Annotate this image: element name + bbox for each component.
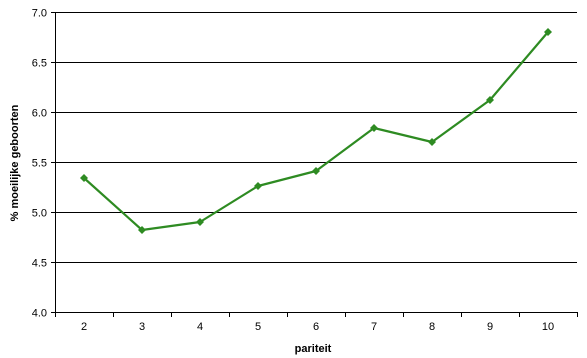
- data-point: [138, 226, 146, 234]
- data-point: [486, 96, 494, 104]
- x-tick-label: 3: [139, 321, 145, 333]
- x-tick-label: 6: [313, 321, 319, 333]
- data-point: [370, 124, 378, 132]
- series-line: [83, 31, 549, 232]
- data-point: [544, 28, 552, 36]
- tick-marks: [51, 12, 578, 317]
- x-tick-label: 4: [197, 321, 203, 333]
- data-point: [254, 182, 262, 190]
- series: [80, 28, 552, 234]
- x-tick-label: 9: [487, 321, 493, 333]
- x-axis-title: pariteit: [295, 343, 332, 355]
- gridlines: [55, 12, 577, 263]
- data-point: [428, 138, 436, 146]
- y-tick-label: 7.0: [32, 8, 47, 20]
- x-tick-label: 2: [81, 321, 87, 333]
- x-tick-label: 8: [429, 321, 435, 333]
- y-tick-label: 6.0: [32, 108, 47, 120]
- y-axis-title: % moeilijke geboorten: [9, 104, 21, 221]
- x-tick-label: 7: [371, 321, 377, 333]
- x-tick-label: 10: [542, 321, 554, 333]
- y-tick-label: 5.0: [32, 208, 47, 220]
- x-tick-label: 5: [255, 321, 261, 333]
- y-tick-labels: 4.0 4.5 5.0 5.5 6.0 6.5 7.0: [32, 8, 47, 320]
- y-tick-label: 4.5: [32, 258, 47, 270]
- x-tick-labels: 2 3 4 5 6 7 8 9 10: [81, 321, 554, 333]
- y-tick-label: 6.5: [32, 58, 47, 70]
- data-point: [196, 218, 204, 226]
- data-point: [312, 167, 320, 175]
- axes: [55, 12, 577, 313]
- data-point: [80, 174, 88, 182]
- y-tick-label: 5.5: [32, 158, 47, 170]
- y-tick-label: 4.0: [32, 308, 47, 320]
